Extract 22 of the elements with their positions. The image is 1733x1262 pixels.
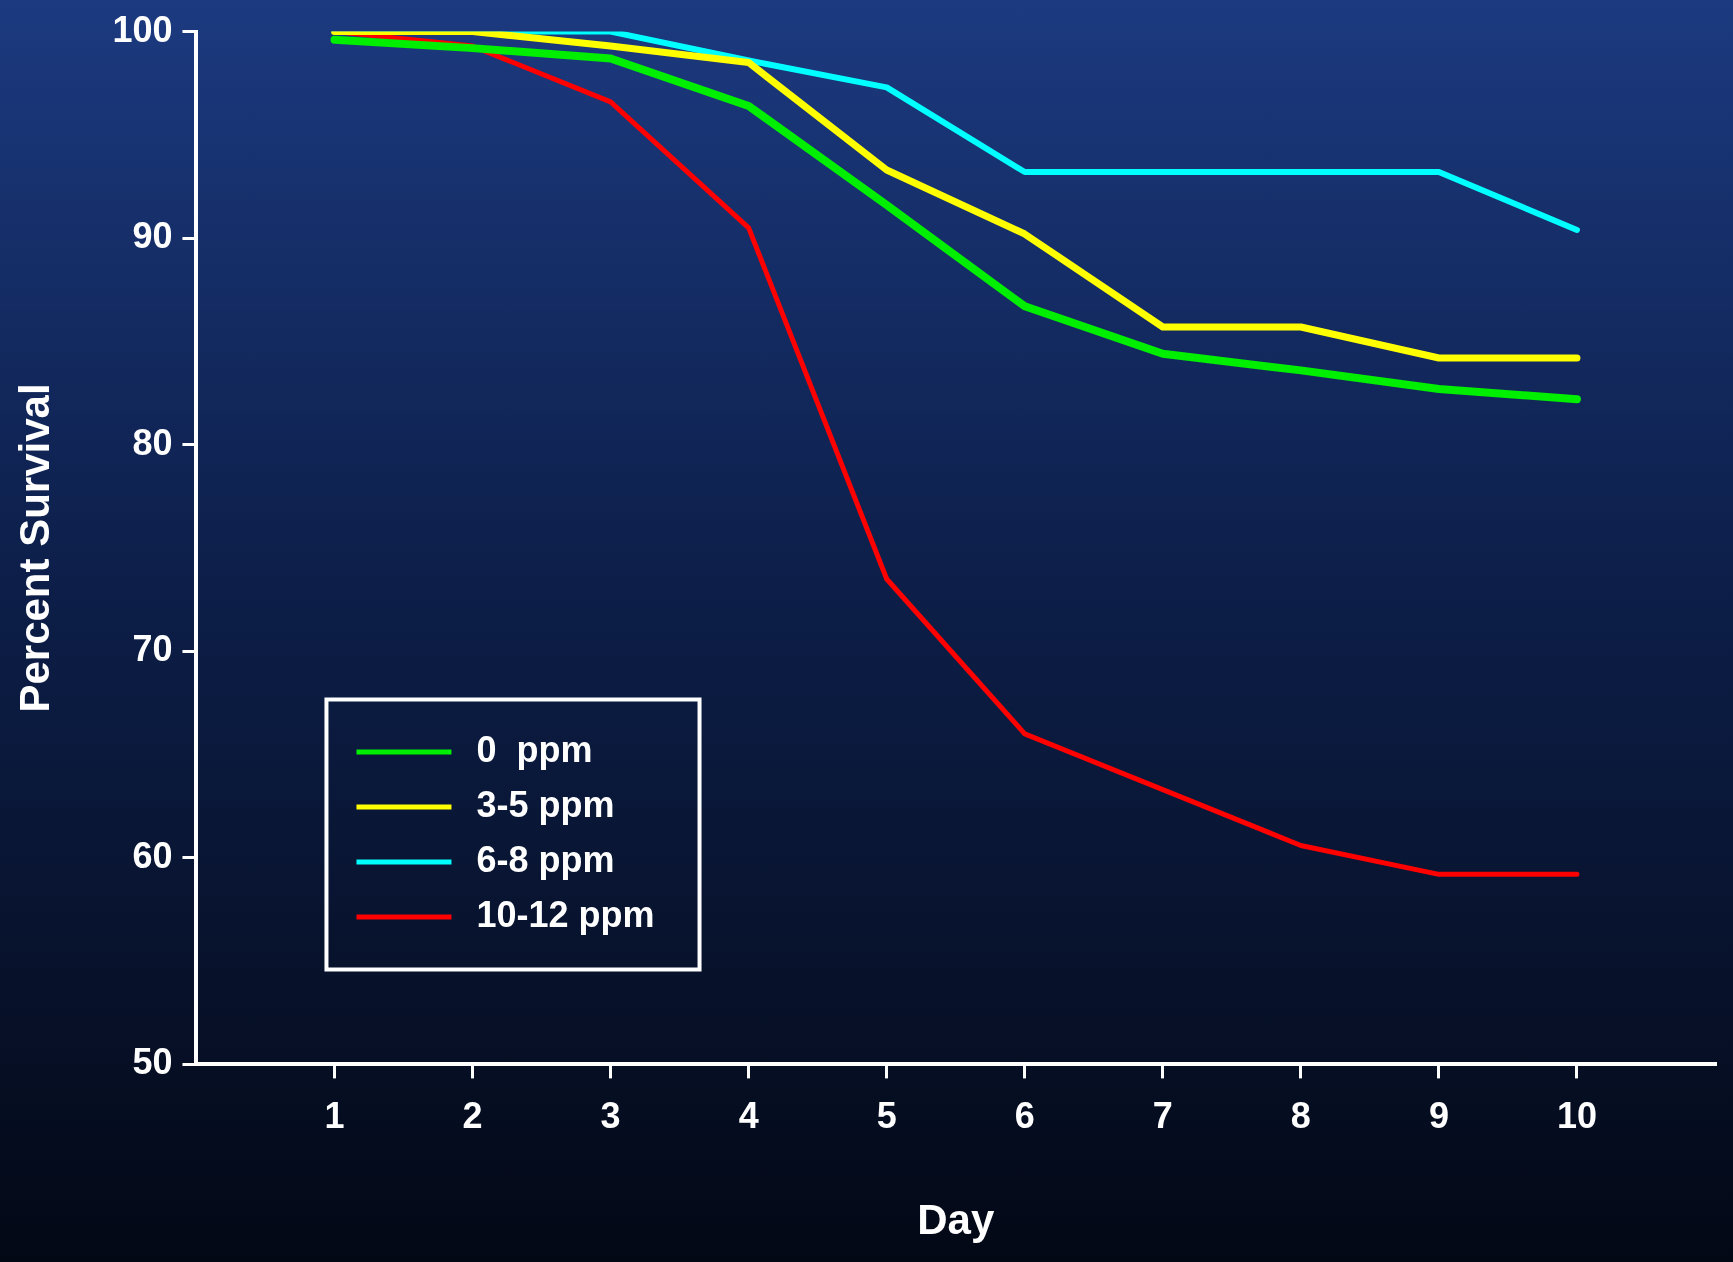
x-tick-label: 7 [1152, 1094, 1173, 1136]
x-tick-label: 4 [738, 1094, 759, 1136]
y-tick-label: 80 [132, 421, 173, 463]
x-tick-label: 10 [1556, 1094, 1597, 1136]
y-tick-label: 60 [132, 834, 173, 876]
x-tick-label: 6 [1014, 1094, 1035, 1136]
y-tick-label: 100 [112, 8, 173, 50]
legend-label: 0 ppm [476, 728, 593, 770]
legend-label: 6-8 ppm [476, 838, 615, 880]
x-tick-label: 5 [876, 1094, 897, 1136]
x-tick-label: 9 [1428, 1094, 1449, 1136]
y-axis-title: Percent Survival [10, 383, 58, 713]
x-tick-label: 8 [1290, 1094, 1311, 1136]
legend-label: 10-12 ppm [476, 893, 655, 935]
x-axis-title: Day [917, 1196, 995, 1244]
y-tick-label: 50 [132, 1041, 173, 1083]
y-tick-label: 70 [132, 628, 173, 670]
x-tick-label: 3 [600, 1094, 621, 1136]
y-tick-label: 90 [132, 215, 173, 257]
legend-label: 3-5 ppm [476, 783, 615, 825]
x-tick-label: 1 [324, 1094, 345, 1136]
x-tick-label: 2 [462, 1094, 483, 1136]
